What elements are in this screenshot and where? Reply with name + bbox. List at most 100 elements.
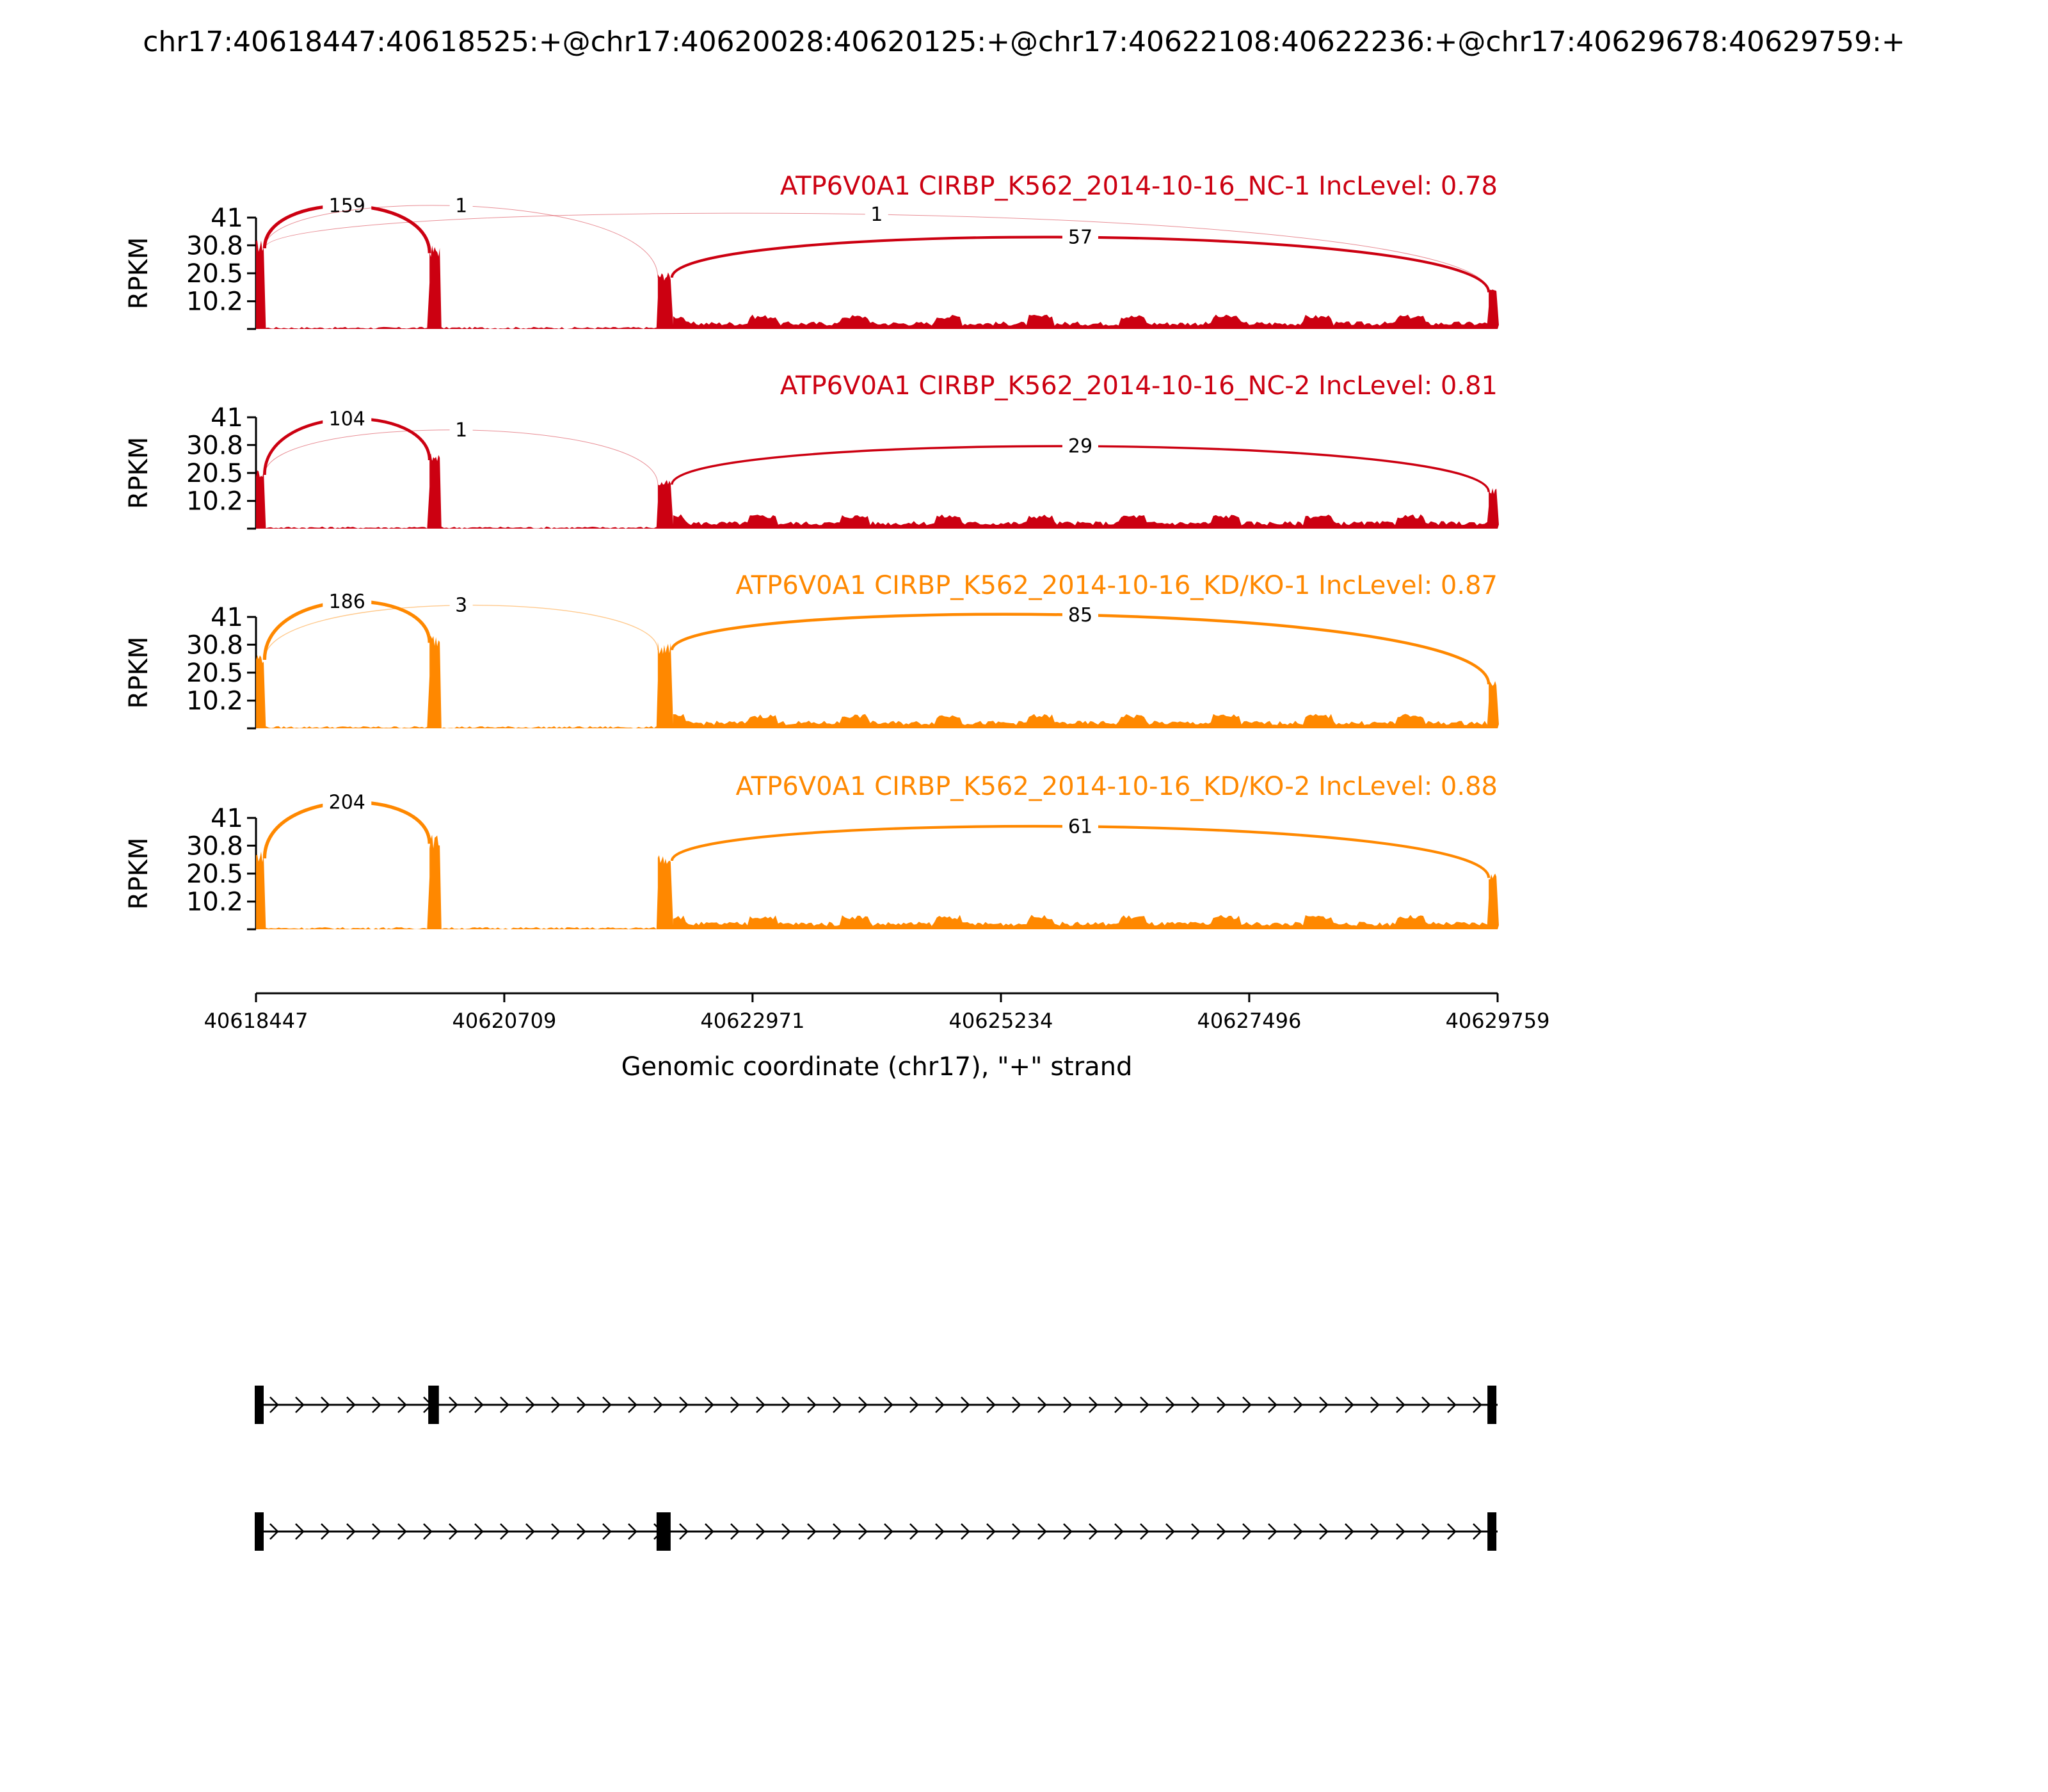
- strand-arrow: [961, 1523, 970, 1540]
- y-tick-label: 20.5: [186, 459, 243, 488]
- isoform-2: [255, 1512, 1498, 1551]
- junction-count-bg: [323, 193, 372, 216]
- y-tick-label: 41: [211, 804, 243, 833]
- strand-arrow: [1114, 1523, 1124, 1540]
- strand-arrow: [1421, 1523, 1431, 1540]
- junction-count: 29: [1068, 435, 1092, 458]
- strand-arrow: [1089, 1396, 1098, 1413]
- y-tick-label: 30.8: [186, 431, 243, 460]
- junction-count-bg: [1062, 224, 1098, 248]
- junction-count: 3: [455, 595, 467, 617]
- strand-arrow: [1191, 1523, 1201, 1540]
- strand-arrow: [807, 1523, 817, 1540]
- strand-arrow: [525, 1396, 535, 1413]
- strand-arrow: [346, 1523, 356, 1540]
- junction-count: 1: [455, 195, 467, 218]
- strand-arrow: [474, 1523, 484, 1540]
- junction-count: 1: [870, 204, 883, 226]
- junction-count: 159: [329, 195, 365, 217]
- junction-count: 204: [329, 792, 365, 814]
- coverage-area: [256, 636, 1499, 728]
- exon-block: [255, 1386, 264, 1424]
- y-axis-label: RPKM: [124, 838, 154, 910]
- strand-arrow: [602, 1523, 612, 1540]
- strand-arrow: [423, 1523, 433, 1540]
- strand-arrow: [1473, 1523, 1482, 1540]
- strand-arrow: [1140, 1523, 1149, 1540]
- junction-count-bg: [1062, 433, 1098, 457]
- strand-arrow: [346, 1396, 356, 1413]
- strand-arrow: [1165, 1396, 1175, 1413]
- strand-arrow: [1473, 1396, 1482, 1413]
- strand-arrow: [1242, 1523, 1252, 1540]
- exon-block: [255, 1512, 264, 1551]
- y-tick-label: 41: [211, 403, 243, 433]
- figure-title: chr17:40618447:40618525:+@chr17:40620028…: [143, 26, 1905, 58]
- strand-arrow: [935, 1396, 945, 1413]
- strand-arrow: [1037, 1396, 1047, 1413]
- y-tick-label: 20.5: [186, 659, 243, 688]
- y-tick-label: 41: [211, 204, 243, 233]
- x-tick-label: 40622971: [700, 1009, 804, 1033]
- y-tick-label: 30.8: [186, 630, 243, 660]
- strand-arrow: [269, 1523, 279, 1540]
- strand-arrow: [1114, 1396, 1124, 1413]
- strand-arrow: [628, 1396, 637, 1413]
- strand-arrow: [269, 1396, 279, 1413]
- y-tick-label: 30.8: [186, 831, 243, 861]
- strand-arrow: [858, 1523, 868, 1540]
- strand-arrow: [577, 1523, 586, 1540]
- strand-arrow: [1191, 1396, 1201, 1413]
- strand-arrow: [1447, 1523, 1457, 1540]
- strand-arrow: [1217, 1523, 1226, 1540]
- strand-arrow: [1217, 1396, 1226, 1413]
- y-axis-label: RPKM: [124, 237, 154, 310]
- junction-count: 57: [1068, 227, 1092, 249]
- strand-arrow: [807, 1396, 817, 1413]
- y-tick-label: 10.2: [186, 687, 243, 716]
- panel-label: ATP6V0A1 CIRBP_K562_2014-10-16_NC-1 IncL…: [780, 172, 1498, 201]
- panel-label: ATP6V0A1 CIRBP_K562_2014-10-16_KD/KO-1 I…: [736, 571, 1498, 600]
- y-tick-label: 41: [211, 603, 243, 632]
- strand-arrow: [295, 1396, 305, 1413]
- coverage-area: [256, 240, 1499, 329]
- strand-arrow: [500, 1396, 509, 1413]
- y-tick-label: 20.5: [186, 860, 243, 889]
- strand-arrow: [833, 1523, 842, 1540]
- x-axis-label: Genomic coordinate (chr17), "+" strand: [621, 1052, 1133, 1082]
- strand-arrow: [474, 1396, 484, 1413]
- strand-arrow: [397, 1396, 407, 1413]
- junction-count: 104: [329, 408, 365, 430]
- junction-count-bg: [449, 417, 473, 440]
- strand-arrow: [551, 1523, 561, 1540]
- isoform-1: [255, 1386, 1498, 1424]
- junction-count-bg: [449, 592, 473, 616]
- y-tick-label: 20.5: [186, 259, 243, 289]
- strand-arrow: [602, 1396, 612, 1413]
- x-axis: 40618447 40620709 40622971 40625234 40627496…: [204, 992, 1549, 1033]
- strand-arrow: [1396, 1523, 1405, 1540]
- strand-arrow: [858, 1396, 868, 1413]
- y-tick-label: 10.2: [186, 487, 243, 516]
- strand-arrow: [679, 1396, 689, 1413]
- strand-arrow: [372, 1523, 381, 1540]
- junction-count: 1: [455, 419, 467, 442]
- strand-arrow: [961, 1396, 970, 1413]
- junction-count-bg: [323, 406, 372, 429]
- strand-arrow: [628, 1523, 637, 1540]
- y-tick-label: 10.2: [186, 888, 243, 917]
- strand-arrow: [756, 1523, 765, 1540]
- junction-count-bg: [449, 193, 473, 216]
- strand-arrow: [986, 1523, 996, 1540]
- strand-arrow: [372, 1396, 381, 1413]
- x-tick-label: 40627496: [1197, 1009, 1301, 1033]
- x-tick-label: 40625234: [949, 1009, 1053, 1033]
- strand-arrow: [1063, 1523, 1073, 1540]
- strand-arrow: [1421, 1396, 1431, 1413]
- x-tick-label: 40620709: [452, 1009, 556, 1033]
